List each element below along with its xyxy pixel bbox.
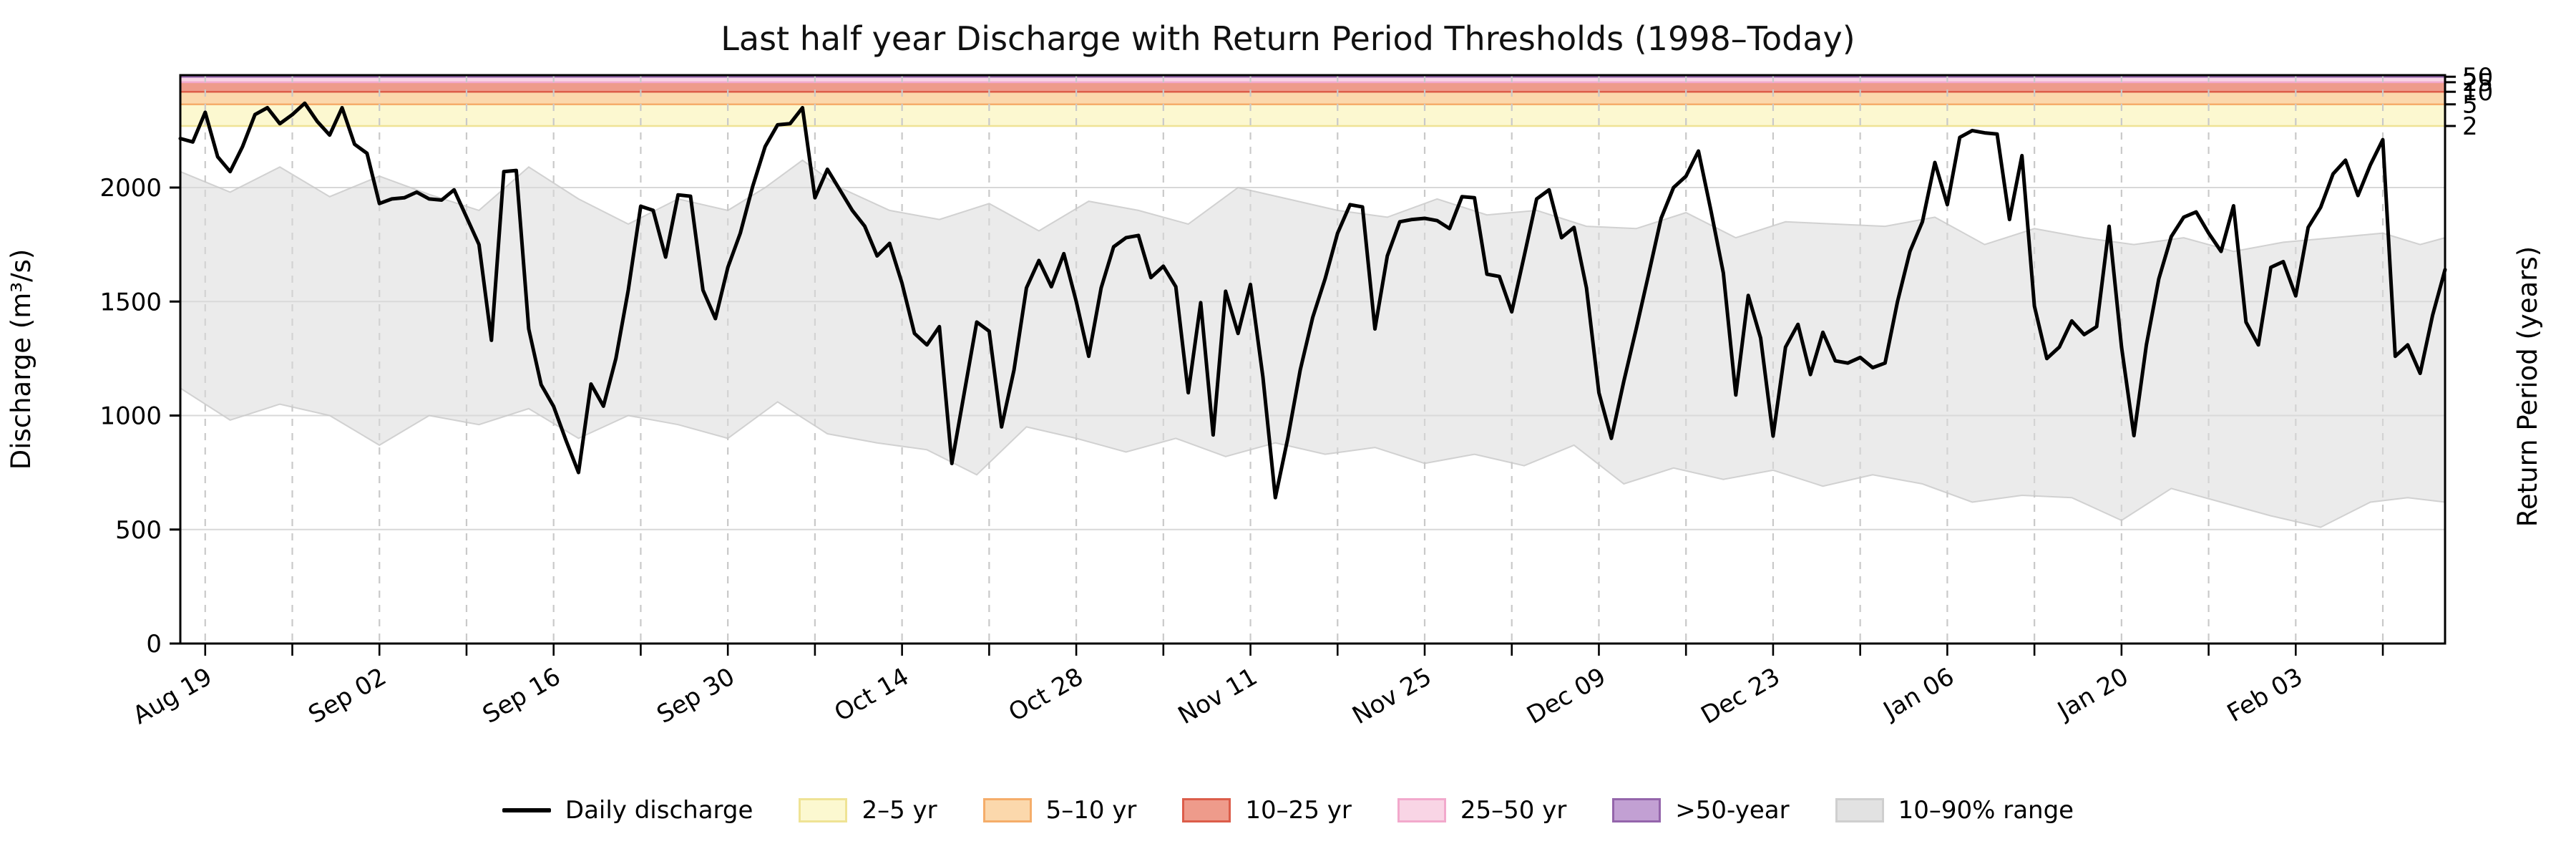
- left-axis: 0 500 1000 1500 2000: [99, 174, 180, 659]
- legend-item-5-10-yr: 5–10 yr: [982, 796, 1137, 825]
- x-tick-label: Nov 25: [1347, 662, 1436, 730]
- x-tick-label: Dec 09: [1522, 662, 1611, 730]
- x-tick-label: Sep 02: [303, 662, 391, 729]
- band-25–50 yr: [180, 77, 2445, 82]
- legend-label: 5–10 yr: [1045, 796, 1137, 825]
- y-tick-label: 2000: [99, 174, 162, 203]
- return-period-bands: [180, 75, 2445, 127]
- legend-label: 2–5 yr: [862, 796, 937, 825]
- y-tick-label: 1500: [99, 288, 162, 316]
- daily-discharge-line: [178, 101, 2447, 500]
- y-tick-label: 500: [115, 516, 162, 545]
- legend-item--50-year: >50-year: [1612, 796, 1790, 825]
- legend-label: 10–25 yr: [1245, 796, 1352, 825]
- y-tick-label: 1000: [99, 402, 162, 431]
- legend-item-10-90-range: 10–90% range: [1835, 796, 2074, 825]
- legend-patch-swatch: [1397, 798, 1446, 822]
- legend-line-swatch: [502, 808, 551, 812]
- return-period-tick-label: 10: [2462, 78, 2493, 107]
- y-axis-label: Discharge (m³/s): [6, 249, 36, 470]
- plot-border: [179, 74, 2446, 645]
- x-tick-label: Aug 19: [128, 662, 217, 730]
- x-axis: Aug 19 Sep 02 Sep 16 Sep 30 Oct 14 Oct 28 Nov …: [128, 644, 2384, 730]
- legend-label: 25–50 yr: [1460, 796, 1567, 825]
- legend-item-2-5-yr: 2–5 yr: [799, 796, 937, 825]
- band-2–5 yr: [180, 104, 2445, 127]
- x-tick-label: Oct 28: [1004, 662, 1088, 727]
- legend-patch-swatch: [1612, 798, 1662, 822]
- legend-item-daily-discharge: Daily discharge: [502, 796, 753, 825]
- legend-label: Daily discharge: [565, 796, 753, 825]
- x-tick-label: Nov 11: [1174, 662, 1262, 730]
- return-period-tick-label: 5: [2462, 91, 2478, 120]
- return-period-tick-label: 25: [2462, 69, 2493, 97]
- legend-label: >50-year: [1675, 796, 1790, 825]
- y-tick-label: 0: [146, 630, 162, 659]
- right-axis-label: Return Period (years): [2512, 246, 2543, 527]
- band-10–25 yr: [180, 82, 2445, 92]
- return-period-tick-label: 2: [2462, 112, 2478, 141]
- legend: Daily discharge 2–5 yr 5–10 yr 10–25 yr 25–5…: [0, 796, 2576, 825]
- x-tick-label: Dec 23: [1697, 662, 1785, 730]
- legend-patch-swatch: [1835, 798, 1884, 822]
- legend-label: 10–90% range: [1898, 796, 2074, 825]
- return-period-tick-label: 50: [2462, 63, 2493, 92]
- chart-title: Last half year Discharge with Return Per…: [721, 19, 1855, 58]
- x-tick-label: Feb 03: [2223, 662, 2308, 728]
- x-tick-label: Oct 14: [829, 662, 914, 727]
- x-tick-label: Sep 30: [652, 662, 739, 729]
- x-tick-label: Jan 20: [2051, 662, 2133, 726]
- band-5–10 yr: [180, 92, 2445, 105]
- legend-patch-swatch: [1182, 798, 1231, 822]
- legend-patch-swatch: [799, 798, 848, 822]
- legend-item-10-25-yr: 10–25 yr: [1182, 796, 1352, 825]
- legend-patch-swatch: [982, 798, 1032, 822]
- x-tick-label: Sep 16: [478, 662, 565, 729]
- legend-item-25-50-yr: 25–50 yr: [1397, 796, 1566, 825]
- x-tick-label: Jan 06: [1878, 662, 1959, 726]
